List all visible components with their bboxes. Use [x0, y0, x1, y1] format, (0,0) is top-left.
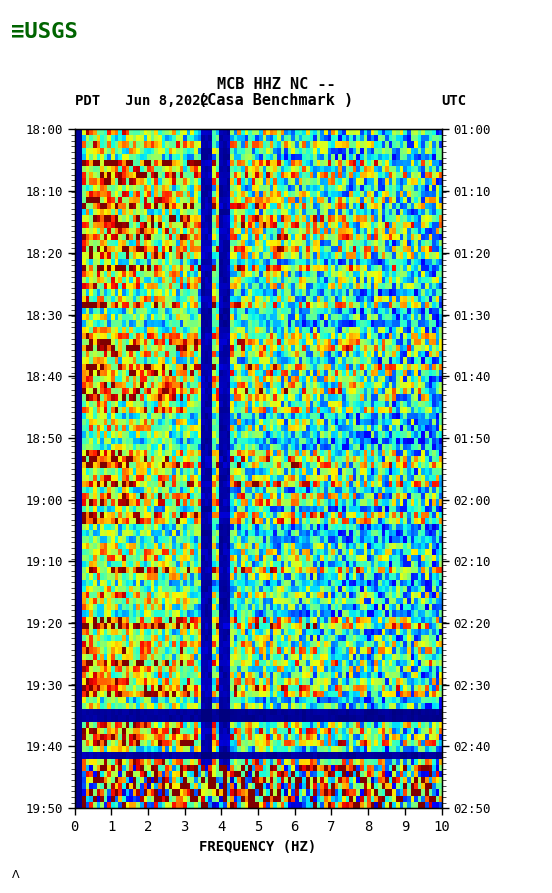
Text: UTC: UTC [442, 94, 467, 108]
Text: ≡USGS: ≡USGS [11, 22, 78, 42]
Text: $\mathsf{\Lambda}$: $\mathsf{\Lambda}$ [11, 868, 20, 880]
Text: (Casa Benchmark ): (Casa Benchmark ) [198, 94, 354, 108]
Text: MCB HHZ NC --: MCB HHZ NC -- [217, 78, 335, 92]
X-axis label: FREQUENCY (HZ): FREQUENCY (HZ) [199, 839, 317, 854]
Text: PDT   Jun 8,2022: PDT Jun 8,2022 [75, 94, 209, 108]
